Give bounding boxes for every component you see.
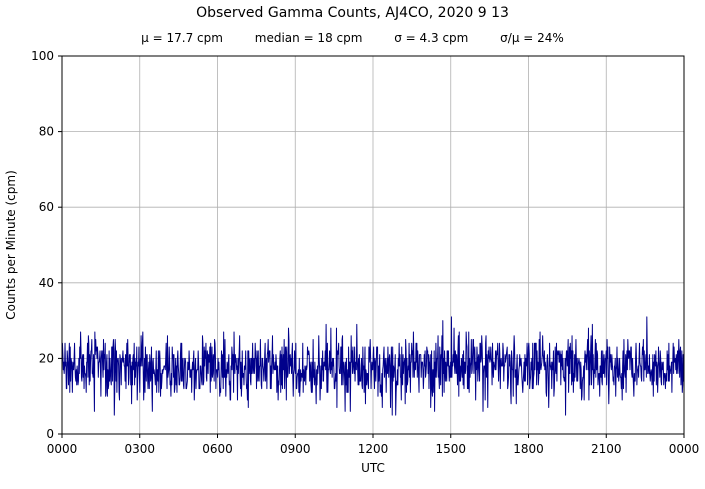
x-tick-label: 0300 bbox=[124, 442, 155, 456]
y-tick-label: 60 bbox=[39, 200, 54, 214]
y-axis-label: Counts per Minute (cpm) bbox=[4, 170, 18, 320]
y-tick-label: 0 bbox=[46, 427, 54, 441]
x-tick-label: 0600 bbox=[202, 442, 233, 456]
chart-title: Observed Gamma Counts, AJ4CO, 2020 9 13 bbox=[196, 5, 509, 21]
x-tick-label: 0900 bbox=[280, 442, 311, 456]
y-tick-label: 40 bbox=[39, 276, 54, 290]
y-tick-label: 100 bbox=[31, 49, 54, 63]
chart-subtitle: μ = 17.7 cpm median = 18 cpm σ = 4.3 cpm… bbox=[0, 31, 705, 45]
x-axis-label: UTC bbox=[361, 461, 385, 475]
x-tick-label: 1500 bbox=[435, 442, 466, 456]
stat-median: median = 18 cpm bbox=[254, 31, 363, 45]
stat-cv: σ/μ = 24% bbox=[500, 31, 564, 45]
stat-sigma: σ = 4.3 cpm bbox=[394, 31, 469, 45]
y-tick-label: 80 bbox=[39, 125, 54, 139]
x-tick-label: 1800 bbox=[513, 442, 544, 456]
x-tick-label: 0000 bbox=[669, 442, 700, 456]
x-tick-label: 1200 bbox=[358, 442, 389, 456]
x-tick-label: 2100 bbox=[591, 442, 622, 456]
y-tick-label: 20 bbox=[39, 351, 54, 365]
gamma-counts-line bbox=[61, 316, 685, 416]
x-tick-label: 0000 bbox=[47, 442, 78, 456]
stat-mean: μ = 17.7 cpm bbox=[141, 31, 223, 45]
